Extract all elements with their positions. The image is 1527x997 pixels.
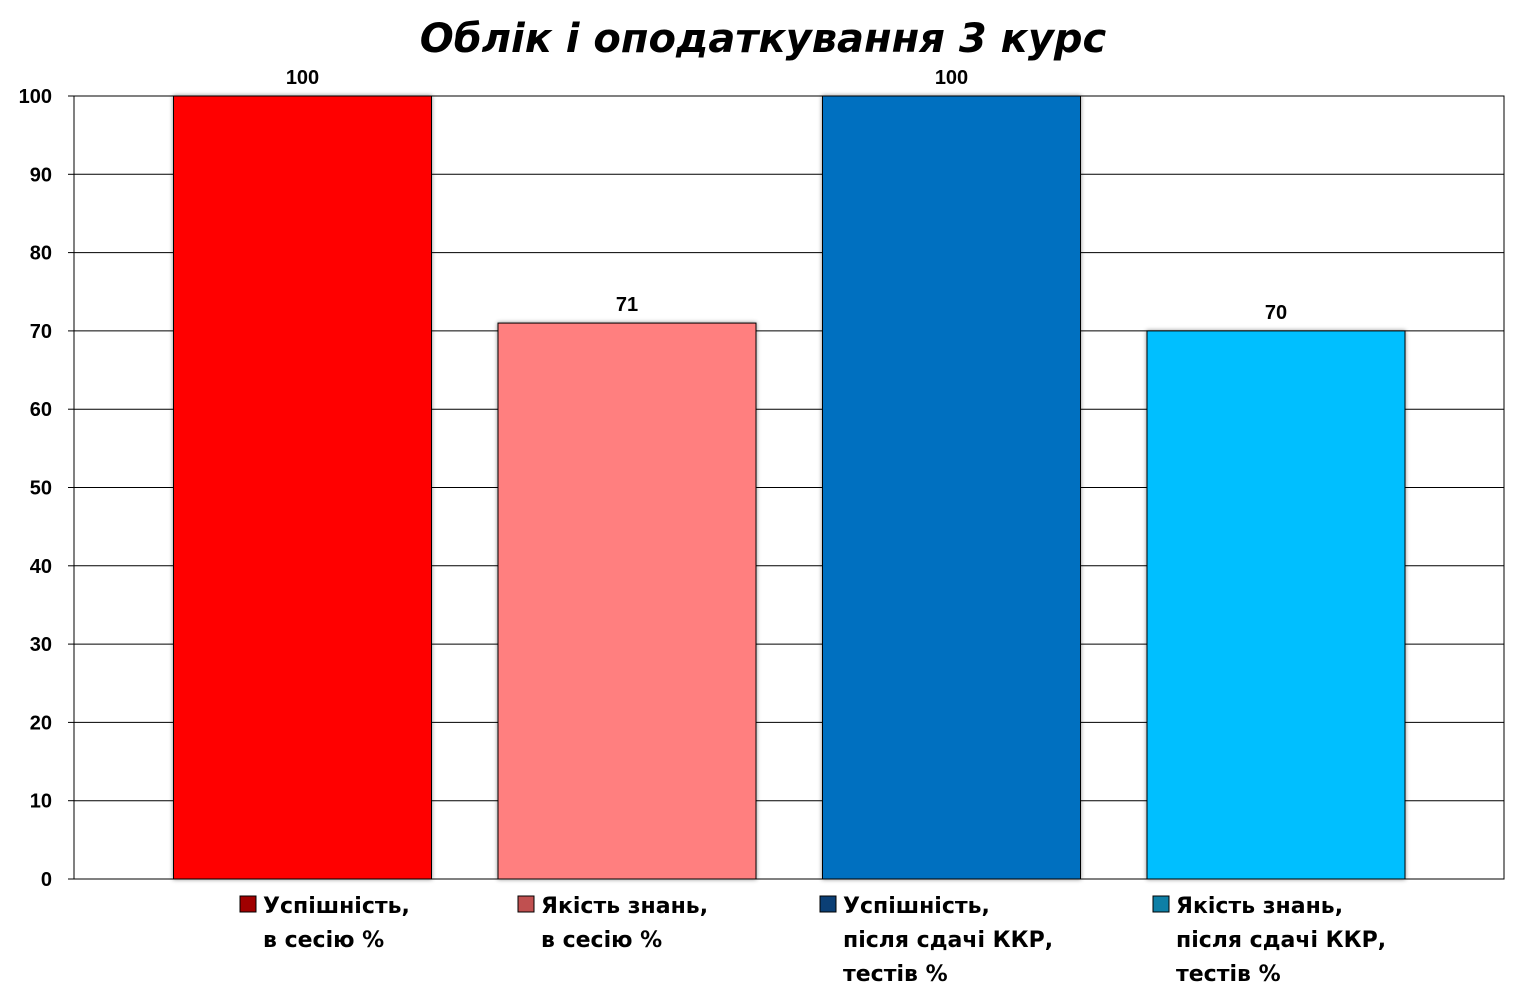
y-tick-label: 90 <box>30 164 52 186</box>
legend-label: в сесію % <box>541 928 662 953</box>
data-labels: 100 71 100 70 <box>286 67 1287 324</box>
y-tick-label: 30 <box>30 634 52 656</box>
legend-label: в сесію % <box>263 928 384 953</box>
plot-area-border <box>73 95 1505 880</box>
bar <box>497 322 757 880</box>
legend-swatch <box>819 895 837 913</box>
legend-swatch <box>239 895 257 913</box>
y-tick-label: 100 <box>19 86 52 108</box>
y-tick-label: 50 <box>30 478 52 500</box>
data-label: 71 <box>616 294 638 316</box>
legend-label: після сдачі ККР, <box>1176 928 1386 953</box>
y-tick-label: 70 <box>30 321 52 343</box>
data-label: 100 <box>286 67 319 89</box>
y-tick-label: 60 <box>30 399 52 421</box>
y-tick-label: 0 <box>41 869 52 891</box>
legend-label: Якість знань, <box>541 894 708 919</box>
bars <box>173 95 1406 880</box>
y-tick-label: 10 <box>30 791 52 813</box>
legend-swatch <box>1152 895 1170 913</box>
chart-title: Облік і оподаткування 3 курс <box>420 16 1107 62</box>
y-axis-ticks: 0 10 20 30 40 50 60 70 80 90 100 <box>19 86 74 891</box>
bar <box>1146 330 1406 880</box>
legend: Успішність, в сесію % Якість знань, в сесію… <box>239 894 1386 987</box>
legend-label: Успішність, <box>843 894 990 919</box>
legend-entry: Якість знань, в сесію % <box>517 894 708 953</box>
legend-entry: Якість знань, після сдачі ККР, тестів % <box>1152 894 1386 987</box>
bar <box>173 95 432 880</box>
y-tick-label: 20 <box>30 712 52 734</box>
legend-label: тестів % <box>843 962 948 987</box>
y-tick-label: 40 <box>30 556 52 578</box>
y-tick-label: 80 <box>30 243 52 265</box>
legend-label: Успішність, <box>263 894 410 919</box>
legend-entry: Успішність, в сесію % <box>239 894 410 953</box>
legend-label: після сдачі ККР, <box>843 928 1053 953</box>
legend-label: тестів % <box>1176 962 1281 987</box>
legend-entry: Успішність, після сдачі ККР, тестів % <box>819 894 1053 987</box>
data-label: 70 <box>1265 302 1287 324</box>
legend-label: Якість знань, <box>1176 894 1343 919</box>
bar <box>822 95 1081 880</box>
data-label: 100 <box>935 67 968 89</box>
legend-swatch <box>517 895 535 913</box>
